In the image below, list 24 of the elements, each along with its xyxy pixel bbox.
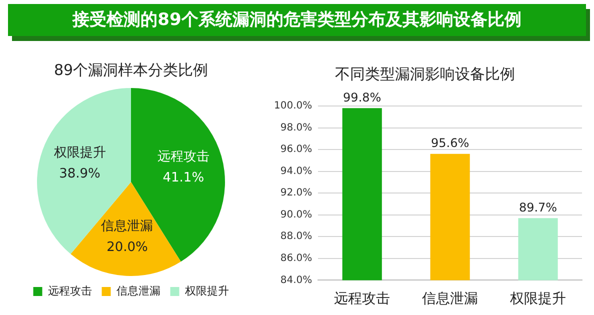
- chart-subtitle: 89个漏洞样本分类比例: [54, 60, 208, 79]
- text: 接受检测的89个系统漏洞的危害类型分布及其影响设备比例: [8, 4, 586, 36]
- data-label: 38.9%: [59, 166, 100, 182]
- chart-title: 不同类型漏洞影响设备比例: [335, 64, 515, 83]
- slice-label: 权限提升: [52, 146, 106, 161]
- y-tick-label: 88.0%: [280, 231, 312, 242]
- data-label: 99.8%: [343, 90, 382, 104]
- y-tick-label: 90.0%: [280, 209, 312, 220]
- y-tick-label: 100.0%: [274, 100, 312, 112]
- x-tick-label: 信息泄漏: [422, 291, 478, 308]
- y-tick-label: 96.0%: [280, 144, 312, 156]
- x-tick-label: 远程攻击: [334, 291, 390, 308]
- data-label: 95.6%: [431, 136, 470, 150]
- data-label: 89.7%: [518, 200, 558, 214]
- y-tick-label: 98.0%: [280, 122, 312, 134]
- y-tick-label: 84.0%: [280, 274, 312, 286]
- x-tick-label: 权限提升: [509, 291, 566, 308]
- slice-label: 信息泄漏: [101, 218, 154, 234]
- y-tick-label: 94.0%: [280, 166, 312, 177]
- data-label: 41.1%: [162, 170, 204, 186]
- slice-label: 远程攻击: [157, 149, 210, 164]
- y-tick-label: 86.0%: [280, 253, 312, 264]
- y-tick-label: 92.0%: [280, 188, 312, 199]
- data-label: 20.0%: [106, 240, 148, 255]
